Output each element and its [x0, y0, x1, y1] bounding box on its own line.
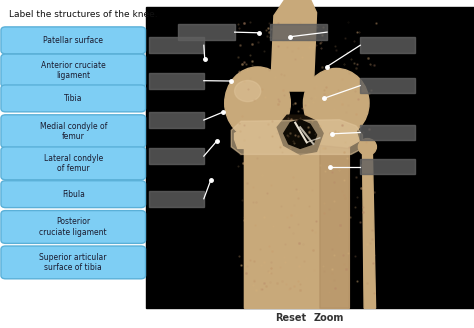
Text: Zoom: Zoom — [314, 313, 344, 322]
FancyBboxPatch shape — [1, 211, 146, 243]
Ellipse shape — [235, 80, 261, 102]
Polygon shape — [363, 148, 375, 308]
FancyBboxPatch shape — [1, 115, 146, 148]
FancyBboxPatch shape — [1, 246, 146, 279]
Text: Fibula: Fibula — [62, 190, 85, 199]
Ellipse shape — [358, 138, 376, 155]
Bar — [149, 191, 204, 207]
Text: Label the structures of the knee.: Label the structures of the knee. — [9, 10, 158, 19]
Text: Lateral condyle
of femur: Lateral condyle of femur — [44, 154, 103, 173]
Ellipse shape — [303, 69, 369, 138]
FancyBboxPatch shape — [1, 181, 146, 208]
Bar — [146, 7, 474, 308]
Text: Superior articular
surface of tibia: Superior articular surface of tibia — [39, 253, 107, 272]
Bar — [360, 78, 415, 93]
Bar — [149, 73, 204, 89]
Polygon shape — [235, 124, 359, 148]
Bar — [360, 125, 415, 140]
Bar — [270, 24, 327, 40]
FancyBboxPatch shape — [1, 147, 146, 180]
Polygon shape — [284, 120, 317, 148]
Text: Anterior cruciate
ligament: Anterior cruciate ligament — [41, 61, 106, 80]
Polygon shape — [231, 120, 363, 154]
Text: Patellar surface: Patellar surface — [43, 36, 103, 45]
Ellipse shape — [284, 0, 307, 20]
Bar — [149, 112, 204, 128]
FancyBboxPatch shape — [1, 27, 146, 54]
Bar — [360, 37, 415, 53]
Bar — [149, 37, 204, 53]
Polygon shape — [320, 145, 349, 308]
Ellipse shape — [225, 67, 290, 139]
Text: Posterior
cruciate ligament: Posterior cruciate ligament — [39, 217, 107, 237]
Bar — [149, 148, 204, 164]
Polygon shape — [245, 141, 349, 308]
Polygon shape — [277, 115, 323, 154]
Text: Reset: Reset — [275, 313, 307, 322]
Text: Medial condyle of
femur: Medial condyle of femur — [39, 121, 107, 141]
FancyBboxPatch shape — [1, 54, 146, 87]
Bar — [178, 24, 235, 40]
Bar — [360, 159, 415, 174]
Polygon shape — [271, 0, 317, 91]
Text: Tibia: Tibia — [64, 94, 82, 103]
FancyBboxPatch shape — [1, 85, 146, 112]
